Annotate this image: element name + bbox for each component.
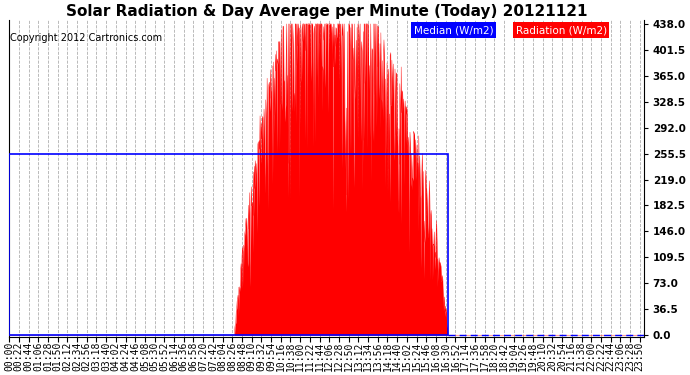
Bar <box>9 154 448 335</box>
Text: Median (W/m2): Median (W/m2) <box>414 25 493 35</box>
Title: Solar Radiation & Day Average per Minute (Today) 20121121: Solar Radiation & Day Average per Minute… <box>66 4 587 19</box>
Text: Copyright 2012 Cartronics.com: Copyright 2012 Cartronics.com <box>10 33 163 43</box>
Text: Radiation (W/m2): Radiation (W/m2) <box>515 25 607 35</box>
